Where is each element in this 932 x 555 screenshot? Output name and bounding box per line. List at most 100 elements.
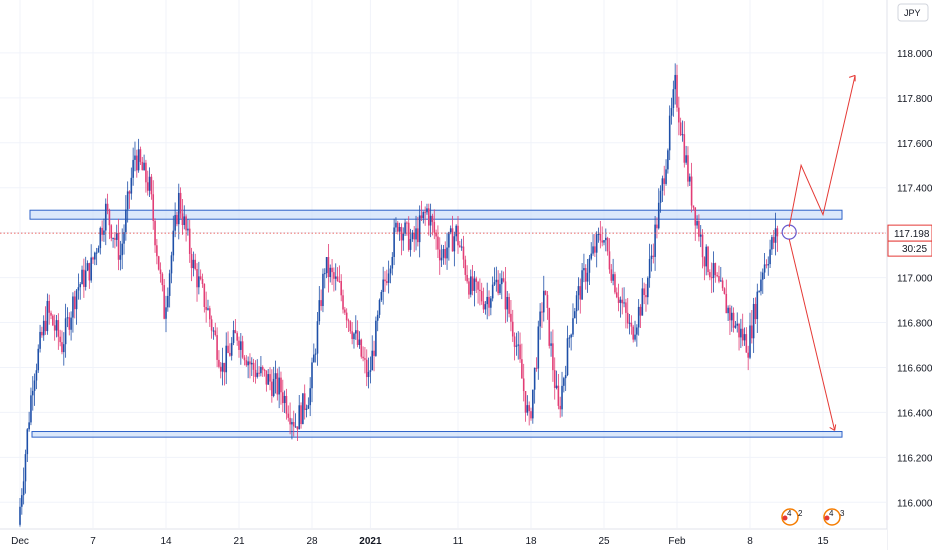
candle-body bbox=[665, 169, 667, 184]
candle-body bbox=[692, 205, 695, 208]
candle-body bbox=[606, 237, 609, 252]
candle-body bbox=[163, 285, 165, 319]
candle-body bbox=[555, 385, 558, 388]
candle-body bbox=[612, 274, 614, 281]
candle-body bbox=[736, 323, 739, 326]
candle-body bbox=[209, 308, 211, 320]
candle-body bbox=[608, 251, 611, 270]
candle-body bbox=[229, 352, 231, 356]
candle-body bbox=[353, 333, 355, 340]
support-zone[interactable] bbox=[31, 431, 843, 438]
candle-body bbox=[168, 273, 171, 296]
bullish-scenario-arrow[interactable] bbox=[788, 75, 856, 228]
candle-body bbox=[477, 281, 479, 290]
candle-body bbox=[758, 291, 760, 293]
candle-body bbox=[703, 257, 706, 267]
currency-badge-box[interactable] bbox=[897, 3, 929, 22]
candle-body bbox=[522, 378, 525, 392]
candle-body bbox=[139, 149, 142, 162]
candle-body bbox=[632, 326, 634, 340]
candle-body bbox=[448, 232, 450, 248]
candle-body bbox=[365, 359, 368, 378]
candle-body bbox=[754, 303, 757, 320]
candle-body bbox=[210, 319, 213, 331]
current-price-marker: 117.198 30:25 bbox=[887, 224, 932, 257]
event-badge-count-right: 2 bbox=[798, 509, 803, 518]
event-badge-count-left: 4 bbox=[787, 509, 792, 518]
candle-body bbox=[690, 176, 693, 206]
candle-body bbox=[709, 272, 711, 278]
candle-body bbox=[73, 296, 76, 310]
candle-body bbox=[121, 243, 123, 256]
candle-body bbox=[772, 237, 775, 243]
candle-body bbox=[659, 190, 662, 203]
candles-layer bbox=[19, 63, 779, 527]
candle-body bbox=[579, 286, 582, 300]
candle-body bbox=[68, 317, 71, 330]
candle-body bbox=[201, 279, 204, 284]
candle-body bbox=[219, 366, 222, 372]
candle-body bbox=[610, 269, 613, 281]
candle-body bbox=[588, 258, 591, 273]
candle-body bbox=[35, 370, 38, 381]
price-axis[interactable]: 116.000 116.200 116.400 116.600 116.800 117.0… bbox=[886, 0, 932, 550]
candle-body bbox=[614, 274, 616, 293]
bearish-scenario-arrow[interactable] bbox=[788, 239, 836, 431]
candle-body bbox=[532, 389, 534, 419]
candle-body bbox=[252, 362, 255, 370]
candle-body bbox=[267, 374, 269, 385]
candle-body bbox=[245, 360, 248, 366]
candle-body bbox=[380, 291, 383, 301]
candle-body bbox=[181, 213, 184, 226]
candle-body bbox=[378, 300, 381, 315]
candle-body bbox=[426, 208, 428, 213]
candle-body bbox=[300, 405, 302, 425]
candle-body bbox=[510, 313, 512, 322]
candle-body bbox=[727, 307, 729, 314]
candle-body bbox=[261, 366, 264, 370]
candle-body bbox=[681, 134, 684, 136]
grid-lines bbox=[0, 0, 886, 528]
candle-body bbox=[648, 258, 651, 279]
candle-body bbox=[406, 222, 408, 224]
price-axis-background bbox=[887, 0, 932, 550]
event-badge-ring[interactable] bbox=[781, 508, 799, 526]
currency-badge[interactable]: JPY bbox=[897, 3, 929, 22]
candle-body bbox=[501, 278, 503, 285]
candle-body bbox=[559, 405, 561, 410]
candle-body bbox=[190, 253, 193, 269]
candle-body bbox=[749, 325, 751, 358]
candle-body bbox=[630, 322, 633, 327]
candle-body bbox=[347, 320, 350, 322]
candle-body bbox=[533, 367, 536, 390]
candle-body bbox=[710, 277, 713, 279]
candle-body bbox=[603, 240, 605, 243]
candle-body bbox=[597, 234, 600, 236]
price-tick-label: 116.400 bbox=[897, 408, 932, 419]
candle-body bbox=[541, 311, 543, 313]
candle-body bbox=[57, 320, 60, 337]
time-axis[interactable]: Dec 7 14 21 28 2021 11 18 25 Feb 8 15 bbox=[0, 528, 887, 550]
candle-body bbox=[292, 422, 295, 427]
candle-body bbox=[767, 264, 770, 266]
candle-body bbox=[756, 291, 759, 320]
candle-body bbox=[577, 286, 580, 296]
candle-body bbox=[643, 288, 645, 296]
candle-body bbox=[605, 237, 607, 241]
candle-body bbox=[177, 192, 180, 225]
countdown-label: 30:25 bbox=[902, 244, 927, 255]
candle-body bbox=[92, 257, 94, 260]
candle-body bbox=[53, 325, 56, 331]
candle-body bbox=[457, 225, 459, 246]
resistance-zone[interactable] bbox=[29, 209, 843, 220]
candle-body bbox=[647, 278, 649, 298]
candle-body bbox=[373, 350, 375, 356]
candle-body bbox=[451, 228, 454, 252]
candle-body bbox=[519, 344, 521, 360]
event-badge-ring[interactable] bbox=[823, 508, 841, 526]
candle-body bbox=[44, 320, 47, 332]
candle-body bbox=[696, 220, 698, 226]
